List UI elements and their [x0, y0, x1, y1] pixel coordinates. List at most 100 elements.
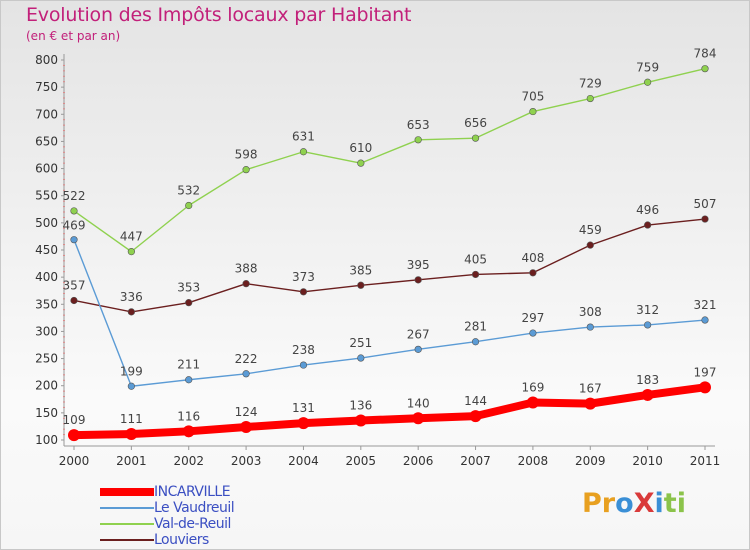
data-label: 308 — [579, 305, 602, 319]
y-tick-label: 300 — [35, 324, 58, 338]
data-label: 610 — [349, 141, 372, 155]
y-tick-label: 700 — [35, 107, 58, 121]
legend-label: INCARVILLE — [154, 484, 231, 500]
data-label: 136 — [349, 398, 372, 412]
data-point — [299, 148, 308, 156]
data-point — [644, 221, 652, 229]
x-tick-label: 2006 — [403, 454, 434, 468]
data-label: 784 — [694, 47, 717, 61]
data-label: 131 — [292, 401, 315, 415]
data-label: 405 — [464, 252, 487, 266]
data-point — [584, 397, 597, 410]
data-label: 388 — [235, 262, 258, 276]
data-point — [471, 338, 480, 346]
data-point — [701, 65, 709, 73]
data-point — [125, 428, 138, 441]
legend-swatch — [100, 523, 154, 525]
data-label: 199 — [120, 364, 143, 378]
y-tick-label: 500 — [35, 216, 58, 230]
data-point — [185, 201, 193, 210]
data-point — [586, 94, 594, 103]
data-point — [242, 370, 250, 378]
legend-label: Val-de-Reuil — [154, 516, 231, 532]
legend-swatch — [100, 539, 154, 541]
data-point — [469, 410, 482, 423]
y-tick-label: 100 — [35, 433, 58, 447]
data-point — [299, 288, 308, 296]
y-tick-label: 600 — [35, 162, 58, 176]
data-label: 251 — [349, 336, 372, 350]
x-tick-label: 2000 — [59, 454, 90, 468]
logo-letter: r — [601, 488, 616, 519]
data-point — [299, 361, 308, 369]
data-point — [242, 166, 250, 174]
data-label: 447 — [120, 230, 143, 244]
data-point — [586, 241, 594, 249]
x-tick-label: 2008 — [518, 454, 549, 468]
x-tick-label: 2005 — [346, 454, 377, 468]
data-point — [414, 136, 422, 144]
x-tick-label: 2007 — [460, 454, 491, 468]
y-tick-label: 750 — [35, 80, 58, 94]
y-tick-label: 550 — [35, 189, 58, 203]
logo-letter: i — [676, 488, 686, 519]
data-point — [471, 270, 480, 279]
data-point — [357, 354, 365, 362]
data-point — [357, 281, 365, 289]
data-point — [240, 420, 253, 433]
series-line-le-vaudreuil — [73, 238, 706, 387]
x-tick-label: 2009 — [575, 454, 606, 468]
logo-letter: i — [654, 488, 664, 519]
y-tick-label: 200 — [35, 379, 58, 393]
data-label: 109 — [63, 413, 86, 427]
data-point — [70, 207, 78, 215]
data-point — [412, 412, 425, 425]
data-point — [529, 269, 537, 277]
x-tick-label: 2004 — [288, 454, 319, 468]
data-point — [701, 215, 709, 223]
data-label: 238 — [292, 343, 315, 357]
legend-label: Le Vaudreuil — [154, 500, 235, 516]
data-point — [529, 329, 537, 337]
y-tick-label: 250 — [35, 352, 58, 366]
data-point — [644, 321, 652, 329]
data-point — [185, 299, 193, 307]
x-tick-label: 2002 — [173, 454, 204, 468]
y-tick-label: 450 — [35, 243, 58, 257]
chart-subtitle: (en € et par an) — [26, 29, 121, 43]
data-point — [414, 276, 422, 284]
data-point — [586, 323, 594, 331]
proxiti-logo: ProXiti — [582, 488, 686, 519]
data-point — [127, 382, 135, 390]
data-label: 507 — [694, 197, 717, 211]
logo-letter: t — [663, 488, 677, 519]
data-label: 321 — [694, 298, 717, 312]
data-label: 312 — [636, 303, 659, 317]
data-label: 459 — [579, 223, 602, 237]
legend-swatch — [100, 507, 154, 509]
data-point — [471, 134, 480, 142]
data-label: 469 — [63, 219, 86, 233]
legend-swatch — [100, 488, 154, 496]
data-point — [529, 107, 537, 116]
data-label: 631 — [292, 130, 315, 144]
data-label: 729 — [579, 77, 602, 91]
x-tick-label: 2011 — [690, 454, 721, 468]
logo-letter: o — [615, 488, 634, 519]
data-label: 408 — [521, 251, 544, 265]
logo-letter: P — [582, 488, 602, 519]
data-point — [641, 388, 654, 401]
data-point — [70, 236, 78, 244]
data-point — [354, 414, 367, 427]
data-point — [70, 296, 78, 305]
data-label: 140 — [407, 396, 430, 410]
data-label: 353 — [177, 281, 200, 295]
data-point — [526, 396, 539, 409]
data-point — [414, 345, 422, 353]
data-label: 598 — [235, 148, 258, 162]
data-label: 111 — [120, 412, 143, 426]
data-point — [127, 308, 135, 316]
chart-title: Evolution des Impôts locaux par Habitant — [26, 4, 412, 26]
